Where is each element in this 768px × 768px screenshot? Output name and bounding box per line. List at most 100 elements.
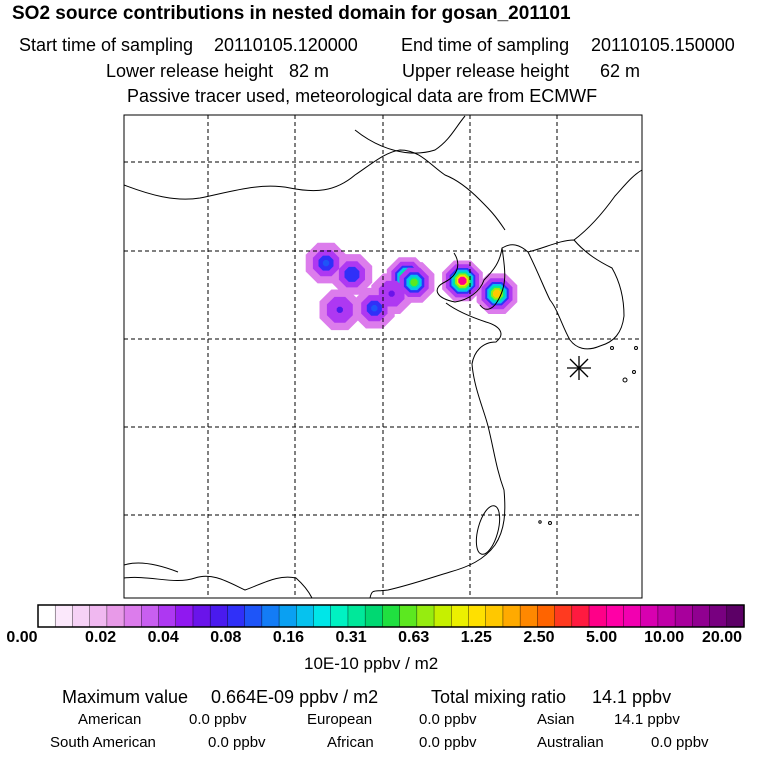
colorbar-segment bbox=[55, 605, 74, 627]
colorbar-segment bbox=[313, 605, 332, 627]
plume-cell bbox=[348, 271, 356, 278]
max-value: 0.664E-09 ppbv / m2 bbox=[211, 687, 379, 707]
colorbar-tick-label: 1.25 bbox=[460, 629, 492, 646]
region-value-american: 0.0 ppbv bbox=[189, 711, 247, 728]
max-value-label: Maximum value bbox=[62, 687, 189, 707]
colorbar bbox=[37, 604, 745, 628]
colorbar-segment bbox=[709, 605, 728, 627]
colorbar-segment bbox=[451, 605, 470, 627]
region-value-african: 0.0 ppbv bbox=[419, 734, 477, 751]
colorbar-segment bbox=[106, 605, 125, 627]
colorbar-segment bbox=[554, 605, 573, 627]
end-time-label: End time of sampling bbox=[401, 35, 570, 55]
colorbar-frame bbox=[37, 604, 745, 628]
plume-cell bbox=[336, 306, 343, 313]
end-time-value: 20110105.150000 bbox=[591, 35, 735, 55]
colorbar-segment bbox=[726, 605, 745, 627]
region-name-asian: Asian bbox=[537, 711, 575, 728]
colorbar-segment bbox=[365, 605, 383, 627]
colorbar-segment bbox=[38, 605, 56, 627]
colorbar-tick-label: 0.16 bbox=[272, 629, 305, 646]
map-frame bbox=[123, 114, 643, 599]
colorbar-tick-label: 0.63 bbox=[398, 629, 430, 646]
colorbar-segment bbox=[675, 605, 693, 627]
bohai-coast bbox=[436, 244, 529, 303]
colorbar-segment bbox=[124, 605, 142, 627]
start-time-label: Start time of sampling bbox=[19, 35, 194, 55]
hainan-and-south-coast bbox=[123, 575, 313, 599]
colorbar-tick-label: 0.00 bbox=[6, 629, 38, 646]
colorbar-segment bbox=[175, 605, 194, 627]
region-name-african: African bbox=[327, 734, 374, 751]
upper-height-label: Upper release height bbox=[402, 61, 570, 81]
region-value-australian: 0.0 ppbv bbox=[651, 734, 709, 751]
lower-height-label: Lower release height bbox=[106, 61, 274, 81]
shandong-coast bbox=[369, 302, 506, 599]
korea-east-coast bbox=[573, 169, 643, 241]
colorbar-segment bbox=[657, 605, 676, 627]
total-mixing-label: Total mixing ratio bbox=[431, 687, 567, 707]
colorbar-tick-label: 0.31 bbox=[335, 629, 367, 646]
amur-border bbox=[354, 115, 466, 154]
colorbar-tick-label: 5.00 bbox=[585, 629, 618, 646]
colorbar-segment bbox=[89, 605, 108, 627]
colorbar-segment bbox=[382, 605, 401, 627]
colorbar-segment bbox=[296, 605, 315, 627]
colorbar-segment bbox=[72, 605, 91, 627]
region-value-european: 0.0 ppbv bbox=[419, 711, 477, 728]
tracer-note: Passive tracer used, meteorological data… bbox=[127, 86, 598, 106]
colorbar-segment bbox=[227, 605, 246, 627]
plume-cell bbox=[371, 305, 378, 312]
upper-height-value: 62 m bbox=[600, 61, 641, 81]
plume-cell bbox=[322, 260, 330, 267]
colorbar-tick-label: 20.00 bbox=[701, 629, 743, 646]
colorbar-segment bbox=[589, 605, 607, 627]
colorbar-segment bbox=[141, 605, 160, 627]
taiwan bbox=[475, 505, 501, 555]
plume-cell bbox=[458, 276, 467, 285]
colorbar-tick-label: 0.02 bbox=[85, 629, 117, 646]
region-name-european: European bbox=[307, 711, 373, 728]
plume-cell bbox=[410, 278, 418, 286]
colorbar-segment bbox=[468, 605, 487, 627]
region-name-american: American bbox=[78, 711, 142, 728]
colorbar-segment bbox=[192, 605, 211, 627]
colorbar-segment bbox=[416, 605, 435, 627]
colorbar-tick-label: 0.04 bbox=[147, 629, 179, 646]
colorbar-segment bbox=[330, 605, 349, 627]
colorbar-tick-label: 2.50 bbox=[523, 629, 555, 646]
liaodong-peninsula bbox=[479, 247, 506, 310]
south-inland-border bbox=[123, 562, 179, 573]
colorbar-segment bbox=[210, 605, 229, 627]
colorbar-segment bbox=[434, 605, 452, 627]
lower-height-value: 82 m bbox=[289, 61, 330, 81]
korea-coast bbox=[527, 239, 625, 350]
colorbar-segment bbox=[347, 605, 366, 627]
region-value-south-american: 0.0 ppbv bbox=[208, 734, 266, 751]
plume-cell bbox=[388, 290, 395, 297]
receptor-marker bbox=[567, 356, 591, 380]
colorbar-segment bbox=[279, 605, 297, 627]
colorbar-segment bbox=[244, 605, 263, 627]
total-mixing-value: 14.1 ppbv bbox=[592, 687, 672, 707]
colorbar-segment bbox=[571, 605, 590, 627]
coastlines bbox=[123, 115, 643, 599]
region-name-australian: Australian bbox=[537, 734, 604, 751]
colorbar-segment bbox=[606, 605, 625, 627]
colorbar-segment bbox=[623, 605, 642, 627]
mongolia-border bbox=[123, 149, 506, 231]
lat-lon-grid bbox=[124, 115, 642, 598]
colorbar-segment bbox=[399, 605, 418, 627]
colorbar-segment bbox=[502, 605, 521, 627]
region-name-south-american: South American bbox=[50, 734, 156, 751]
colorbar-segment bbox=[640, 605, 659, 627]
plume-cell bbox=[493, 289, 501, 298]
colorbar-segment bbox=[537, 605, 556, 627]
colorbar-tick-label: 0.08 bbox=[210, 629, 242, 646]
colorbar-segment bbox=[520, 605, 538, 627]
region-value-asian: 14.1 ppbv bbox=[614, 711, 680, 728]
colorbar-tick-label: 10.00 bbox=[644, 629, 685, 646]
colorbar-segment bbox=[485, 605, 504, 627]
chart-title: SO2 source contributions in nested domai… bbox=[12, 3, 571, 24]
